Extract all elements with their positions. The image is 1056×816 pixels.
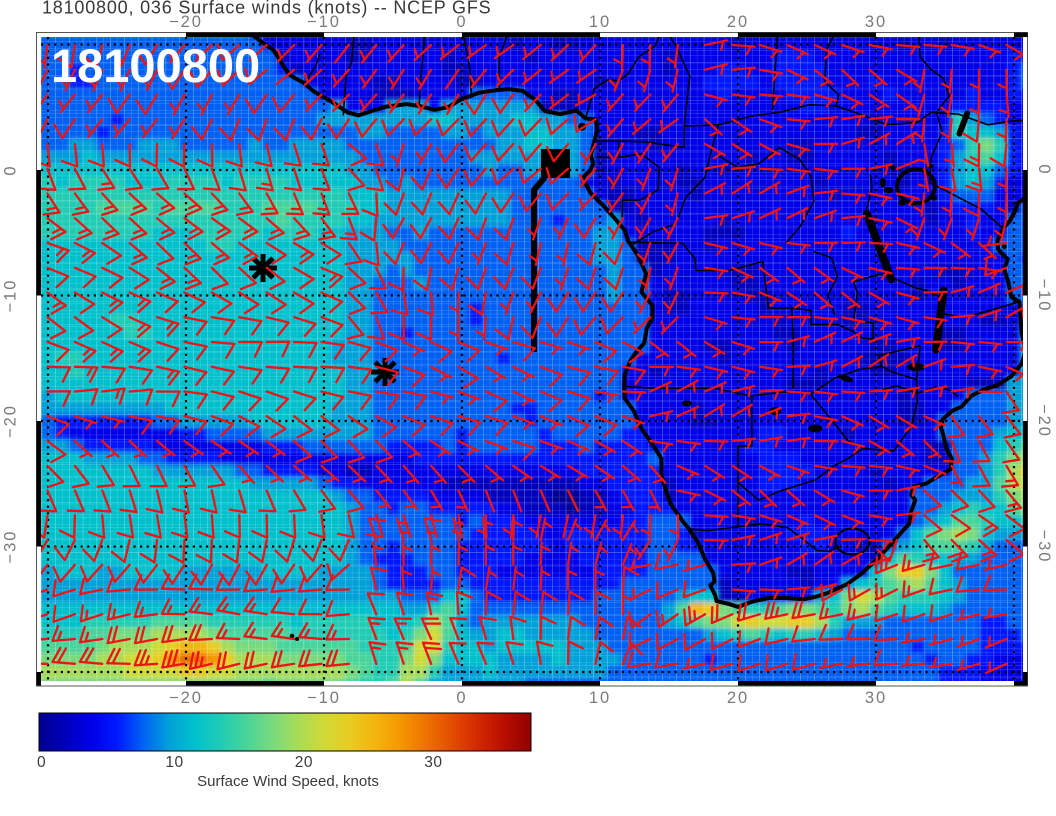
svg-text:0: 0 <box>456 689 467 707</box>
svg-text:20: 20 <box>727 689 749 707</box>
svg-text:20: 20 <box>727 13 749 31</box>
svg-text:30: 30 <box>865 689 887 707</box>
svg-text:20: 20 <box>295 754 313 771</box>
svg-text:−10: −10 <box>1035 279 1053 313</box>
svg-text:−20: −20 <box>2 404 20 438</box>
svg-text:10: 10 <box>589 689 611 707</box>
svg-text:18100800, 036 Surface winds (k: 18100800, 036 Surface winds (knots) -- N… <box>42 0 491 18</box>
svg-text:−20: −20 <box>169 689 203 707</box>
svg-text:30: 30 <box>865 13 887 31</box>
svg-text:10: 10 <box>165 754 183 771</box>
svg-text:−30: −30 <box>2 530 20 564</box>
svg-text:−10: −10 <box>307 689 341 707</box>
svg-text:−10: −10 <box>2 279 20 313</box>
svg-text:30: 30 <box>424 754 442 771</box>
svg-text:0: 0 <box>37 754 46 771</box>
svg-text:−20: −20 <box>1035 404 1053 438</box>
svg-text:0: 0 <box>456 13 467 31</box>
svg-text:0: 0 <box>1035 164 1053 175</box>
svg-text:−20: −20 <box>169 13 203 31</box>
svg-text:−10: −10 <box>307 13 341 31</box>
svg-text:18100800: 18100800 <box>51 39 260 92</box>
svg-text:−30: −30 <box>1035 530 1053 564</box>
svg-text:10: 10 <box>589 13 611 31</box>
svg-text:Surface Wind Speed, knots: Surface Wind Speed, knots <box>197 773 379 790</box>
svg-text:0: 0 <box>2 164 20 175</box>
